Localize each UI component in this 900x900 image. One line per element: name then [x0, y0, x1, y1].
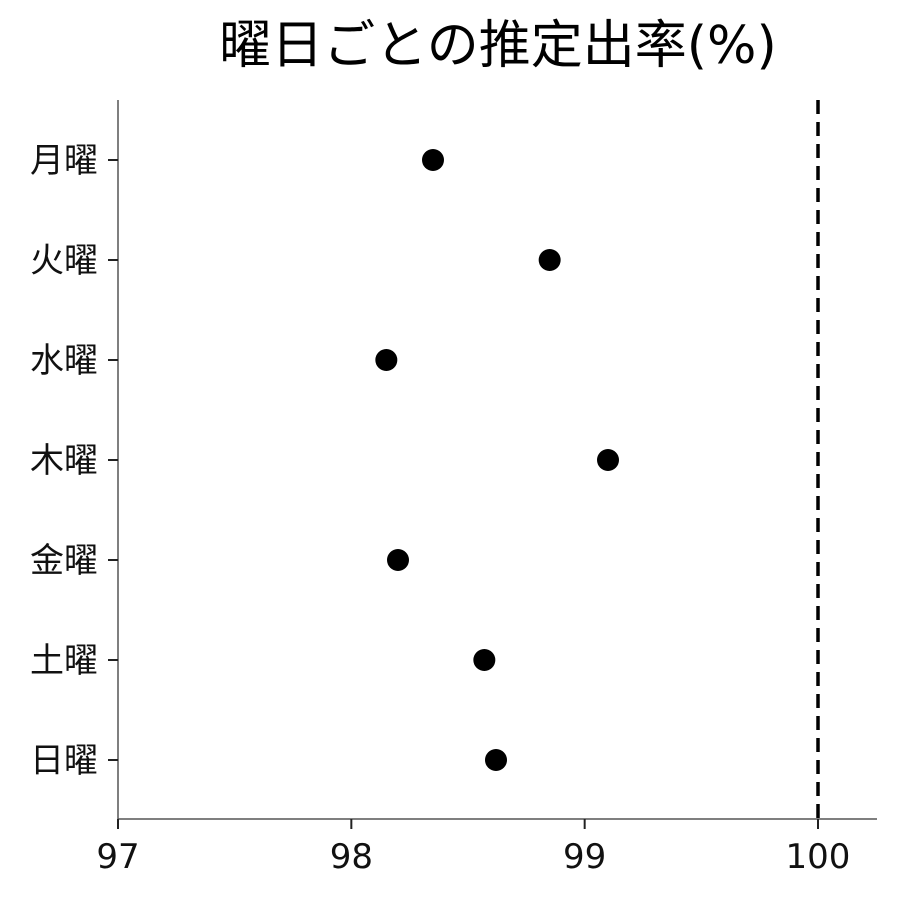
y-tick-label: 火曜 [30, 241, 98, 281]
data-point [473, 649, 496, 671]
axes [117, 100, 877, 820]
data-point [375, 349, 398, 371]
y-tick-label: 木曜 [30, 441, 98, 481]
data-point [387, 549, 409, 571]
data-point [422, 149, 444, 171]
data-point [485, 749, 507, 771]
x-tick-label: 97 [96, 837, 139, 877]
y-tick-label: 土曜 [30, 641, 98, 681]
x-axis-ticks: 97 98 99 100 [96, 819, 850, 877]
y-tick-label: 日曜 [30, 741, 98, 781]
data-point [538, 249, 561, 271]
x-tick-label: 99 [563, 837, 606, 877]
y-tick-label: 金曜 [30, 541, 98, 581]
data-point [597, 449, 619, 471]
chart-title: 曜日ごとの推定出率(%) [219, 16, 777, 76]
x-tick-label: 98 [330, 837, 373, 877]
data-points [375, 149, 619, 771]
y-tick-label: 水曜 [30, 341, 98, 381]
y-tick-label: 月曜 [30, 141, 98, 181]
x-tick-label: 100 [786, 837, 851, 877]
